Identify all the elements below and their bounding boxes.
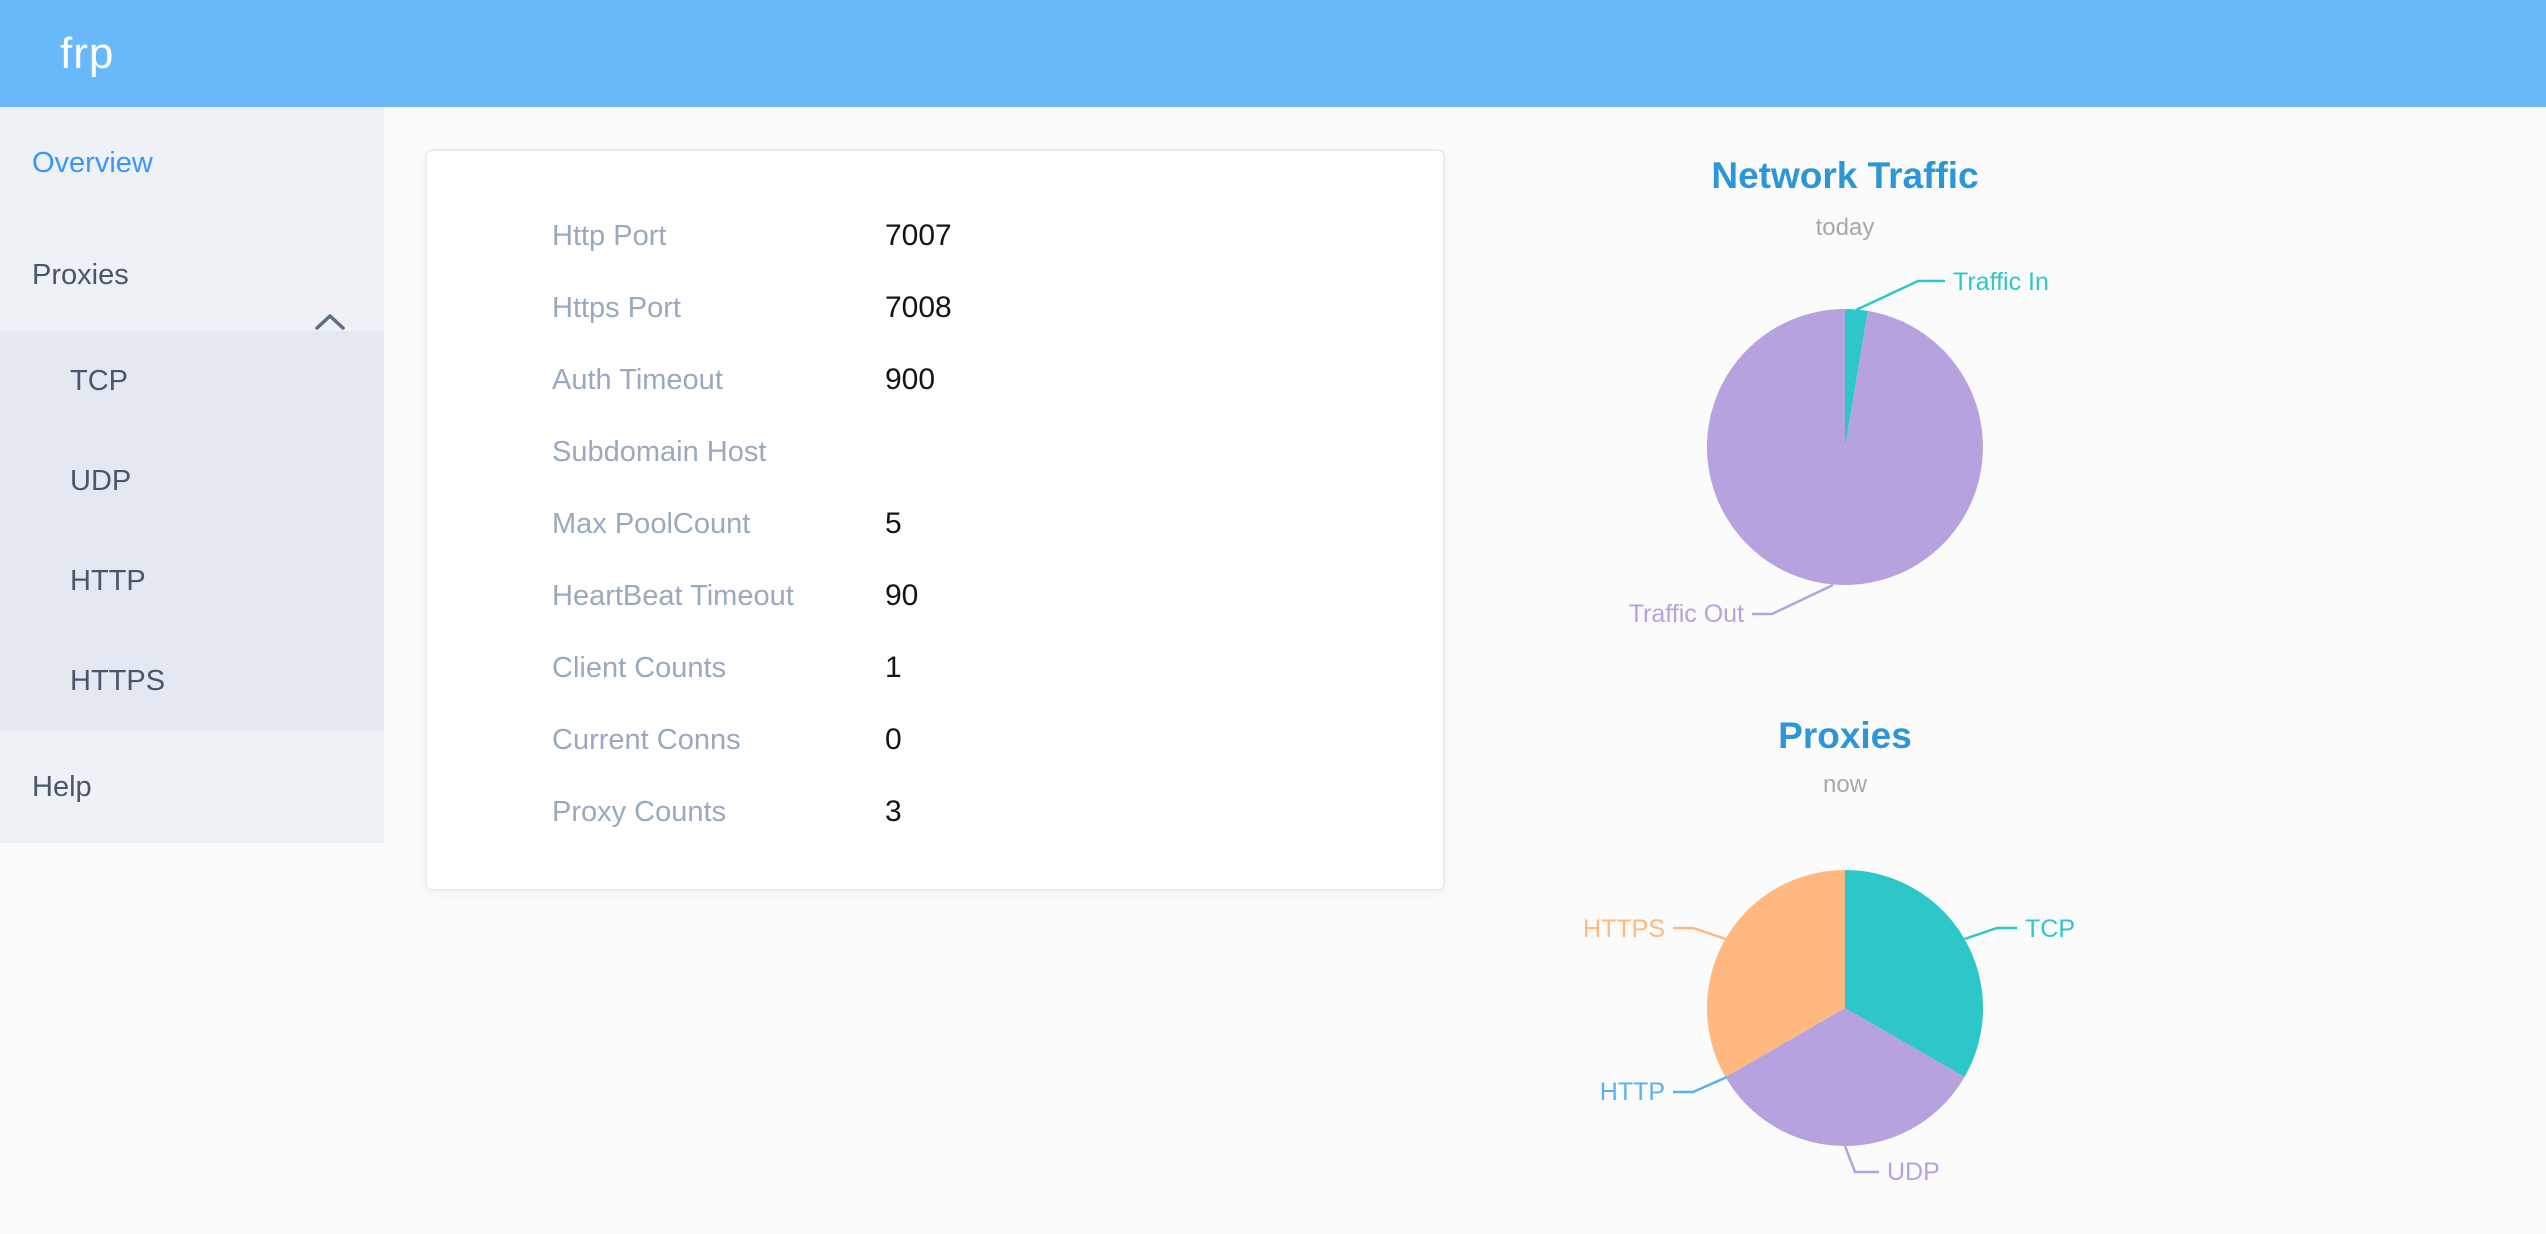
info-row: Subdomain Host <box>427 416 1443 488</box>
info-label: Current Conns <box>552 723 741 756</box>
sidebar-item-overview[interactable]: Overview <box>0 107 384 219</box>
pie-slice-udp[interactable] <box>1725 1008 1965 1146</box>
pie-slice-traffic-out[interactable] <box>1706 308 1983 585</box>
proxies-chart: Proxies now TCP HTTPS HTTP UDP <box>1445 700 2245 1234</box>
sidebar-item-label: Help <box>32 771 92 803</box>
sidebar-item-label: HTTPS <box>70 665 166 697</box>
chart-subtitle: today <box>1816 214 1875 241</box>
sidebar-item-label: Overview <box>32 147 153 179</box>
chart-subtitle: now <box>1823 771 1868 798</box>
info-row: Current Conns 0 <box>427 704 1443 776</box>
info-row: HeartBeat Timeout 90 <box>427 560 1443 632</box>
info-label: Https Port <box>552 291 681 324</box>
info-label: Http Port <box>552 219 667 252</box>
info-value: 5 <box>885 507 902 540</box>
info-label: HeartBeat Timeout <box>552 579 794 612</box>
info-row: Http Port 7007 <box>427 200 1443 272</box>
chart-title: Proxies <box>1778 715 1912 756</box>
info-value: 1 <box>885 651 902 684</box>
info-value: 3 <box>885 795 902 828</box>
sidebar-item-proxies[interactable]: Proxies <box>0 219 384 331</box>
info-label: Client Counts <box>552 651 727 684</box>
sidebar-item-tcp[interactable]: TCP <box>0 331 384 431</box>
sidebar-item-udp[interactable]: UDP <box>0 431 384 531</box>
leader-line-traffic-in <box>1855 279 1945 312</box>
sidebar-item-http[interactable]: HTTP <box>0 531 384 631</box>
network-traffic-chart: Network Traffic today Traffic In Traffic… <box>1445 140 2245 660</box>
chevron-up-icon <box>314 266 346 378</box>
info-value: 7008 <box>885 291 952 324</box>
sidebar-item-https[interactable]: HTTPS <box>0 631 384 731</box>
frp-logo: frp <box>60 28 115 78</box>
sidebar-item-label: Proxies <box>32 259 129 291</box>
info-label: Subdomain Host <box>552 435 767 468</box>
sidebar-submenu-proxies: TCP UDP HTTP HTTPS <box>0 331 384 731</box>
pie-slice-tcp[interactable] <box>1845 870 1983 1077</box>
chart-title: Network Traffic <box>1711 155 1978 196</box>
info-row: Auth Timeout 900 <box>427 344 1443 416</box>
info-value: 0 <box>885 723 902 756</box>
app-header: frp <box>0 0 2546 107</box>
info-row: Https Port 7008 <box>427 272 1443 344</box>
info-label: Auth Timeout <box>552 363 723 396</box>
leader-line-tcp <box>1964 926 2017 941</box>
info-value: 90 <box>885 579 919 612</box>
leader-line-traffic-out <box>1752 583 1834 616</box>
sidebar-item-label: UDP <box>70 465 132 497</box>
info-label: Max PoolCount <box>552 507 751 540</box>
server-info-card: Http Port 7007 Https Port 7008 Auth Time… <box>425 149 1445 891</box>
info-row: Client Counts 1 <box>427 632 1443 704</box>
pie-slice-traffic-in[interactable] <box>1845 309 1868 447</box>
pie-label-https: HTTPS <box>1583 915 1665 943</box>
info-label: Proxy Counts <box>552 795 727 828</box>
sidebar-item-label: HTTP <box>70 565 146 597</box>
pie-label-tcp: TCP <box>2025 915 2075 943</box>
leader-line-https <box>1673 926 1726 941</box>
sidebar: Overview Proxies TCP UDP HTTP HTTPS <box>0 107 384 843</box>
pie-label-traffic-out: Traffic Out <box>1629 600 1744 628</box>
leader-line-udp <box>1843 1145 1879 1174</box>
sidebar-item-label: TCP <box>70 365 128 397</box>
info-row: Proxy Counts 3 <box>427 776 1443 848</box>
info-value: 7007 <box>885 219 952 252</box>
pie-slice-https[interactable] <box>1707 870 1845 1077</box>
leader-line-http <box>1673 1075 1728 1094</box>
sidebar-item-help[interactable]: Help <box>0 731 384 844</box>
pie-label-traffic-in: Traffic In <box>1953 268 2049 296</box>
info-value: 900 <box>885 363 936 396</box>
pie-label-http: HTTP <box>1600 1078 1665 1106</box>
info-row: Max PoolCount 5 <box>427 488 1443 560</box>
pie-label-udp: UDP <box>1887 1158 1940 1186</box>
